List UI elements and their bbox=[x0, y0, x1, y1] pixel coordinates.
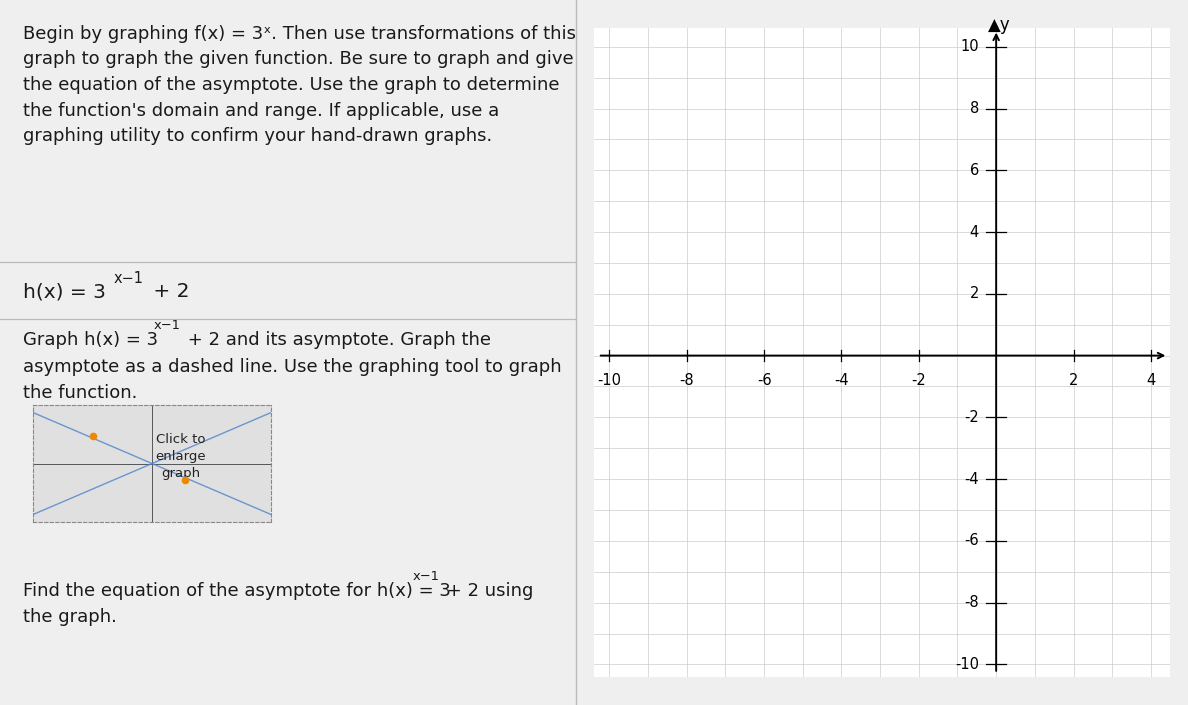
Text: 6: 6 bbox=[969, 163, 979, 178]
Text: ▲y: ▲y bbox=[988, 16, 1011, 34]
Text: 2: 2 bbox=[969, 286, 979, 301]
Text: x−1: x−1 bbox=[412, 570, 440, 582]
Text: h(x) = 3: h(x) = 3 bbox=[23, 282, 106, 301]
Text: the graph.: the graph. bbox=[23, 608, 116, 627]
Text: -4: -4 bbox=[834, 372, 848, 388]
Text: -10: -10 bbox=[955, 657, 979, 672]
Text: -4: -4 bbox=[965, 472, 979, 486]
Text: -6: -6 bbox=[965, 534, 979, 548]
Text: Find the equation of the asymptote for h(x) = 3: Find the equation of the asymptote for h… bbox=[23, 582, 451, 600]
Text: + 2: + 2 bbox=[147, 282, 189, 301]
Text: + 2 using: + 2 using bbox=[442, 582, 533, 600]
Text: -6: -6 bbox=[757, 372, 771, 388]
Text: -2: -2 bbox=[911, 372, 927, 388]
Text: 8: 8 bbox=[969, 101, 979, 116]
Text: Graph h(x) = 3: Graph h(x) = 3 bbox=[23, 331, 158, 350]
Text: 4: 4 bbox=[1146, 372, 1156, 388]
Text: -8: -8 bbox=[965, 595, 979, 610]
Text: x−1: x−1 bbox=[153, 319, 181, 332]
Text: 10: 10 bbox=[960, 39, 979, 54]
Text: the function.: the function. bbox=[23, 384, 138, 403]
Text: Click to
enlarge
graph: Click to enlarge graph bbox=[156, 433, 206, 480]
Text: + 2 and its asymptote. Graph the: + 2 and its asymptote. Graph the bbox=[182, 331, 491, 350]
Text: -8: -8 bbox=[680, 372, 694, 388]
Text: 4: 4 bbox=[969, 225, 979, 240]
Text: -2: -2 bbox=[963, 410, 979, 425]
Text: Begin by graphing f(x) = 3ˣ. Then use transformations of this
graph to graph the: Begin by graphing f(x) = 3ˣ. Then use tr… bbox=[23, 25, 576, 145]
Text: 2: 2 bbox=[1069, 372, 1079, 388]
Text: asymptote as a dashed line. Use the graphing tool to graph: asymptote as a dashed line. Use the grap… bbox=[23, 358, 562, 376]
Text: -10: -10 bbox=[598, 372, 621, 388]
Text: x−1: x−1 bbox=[114, 271, 144, 286]
